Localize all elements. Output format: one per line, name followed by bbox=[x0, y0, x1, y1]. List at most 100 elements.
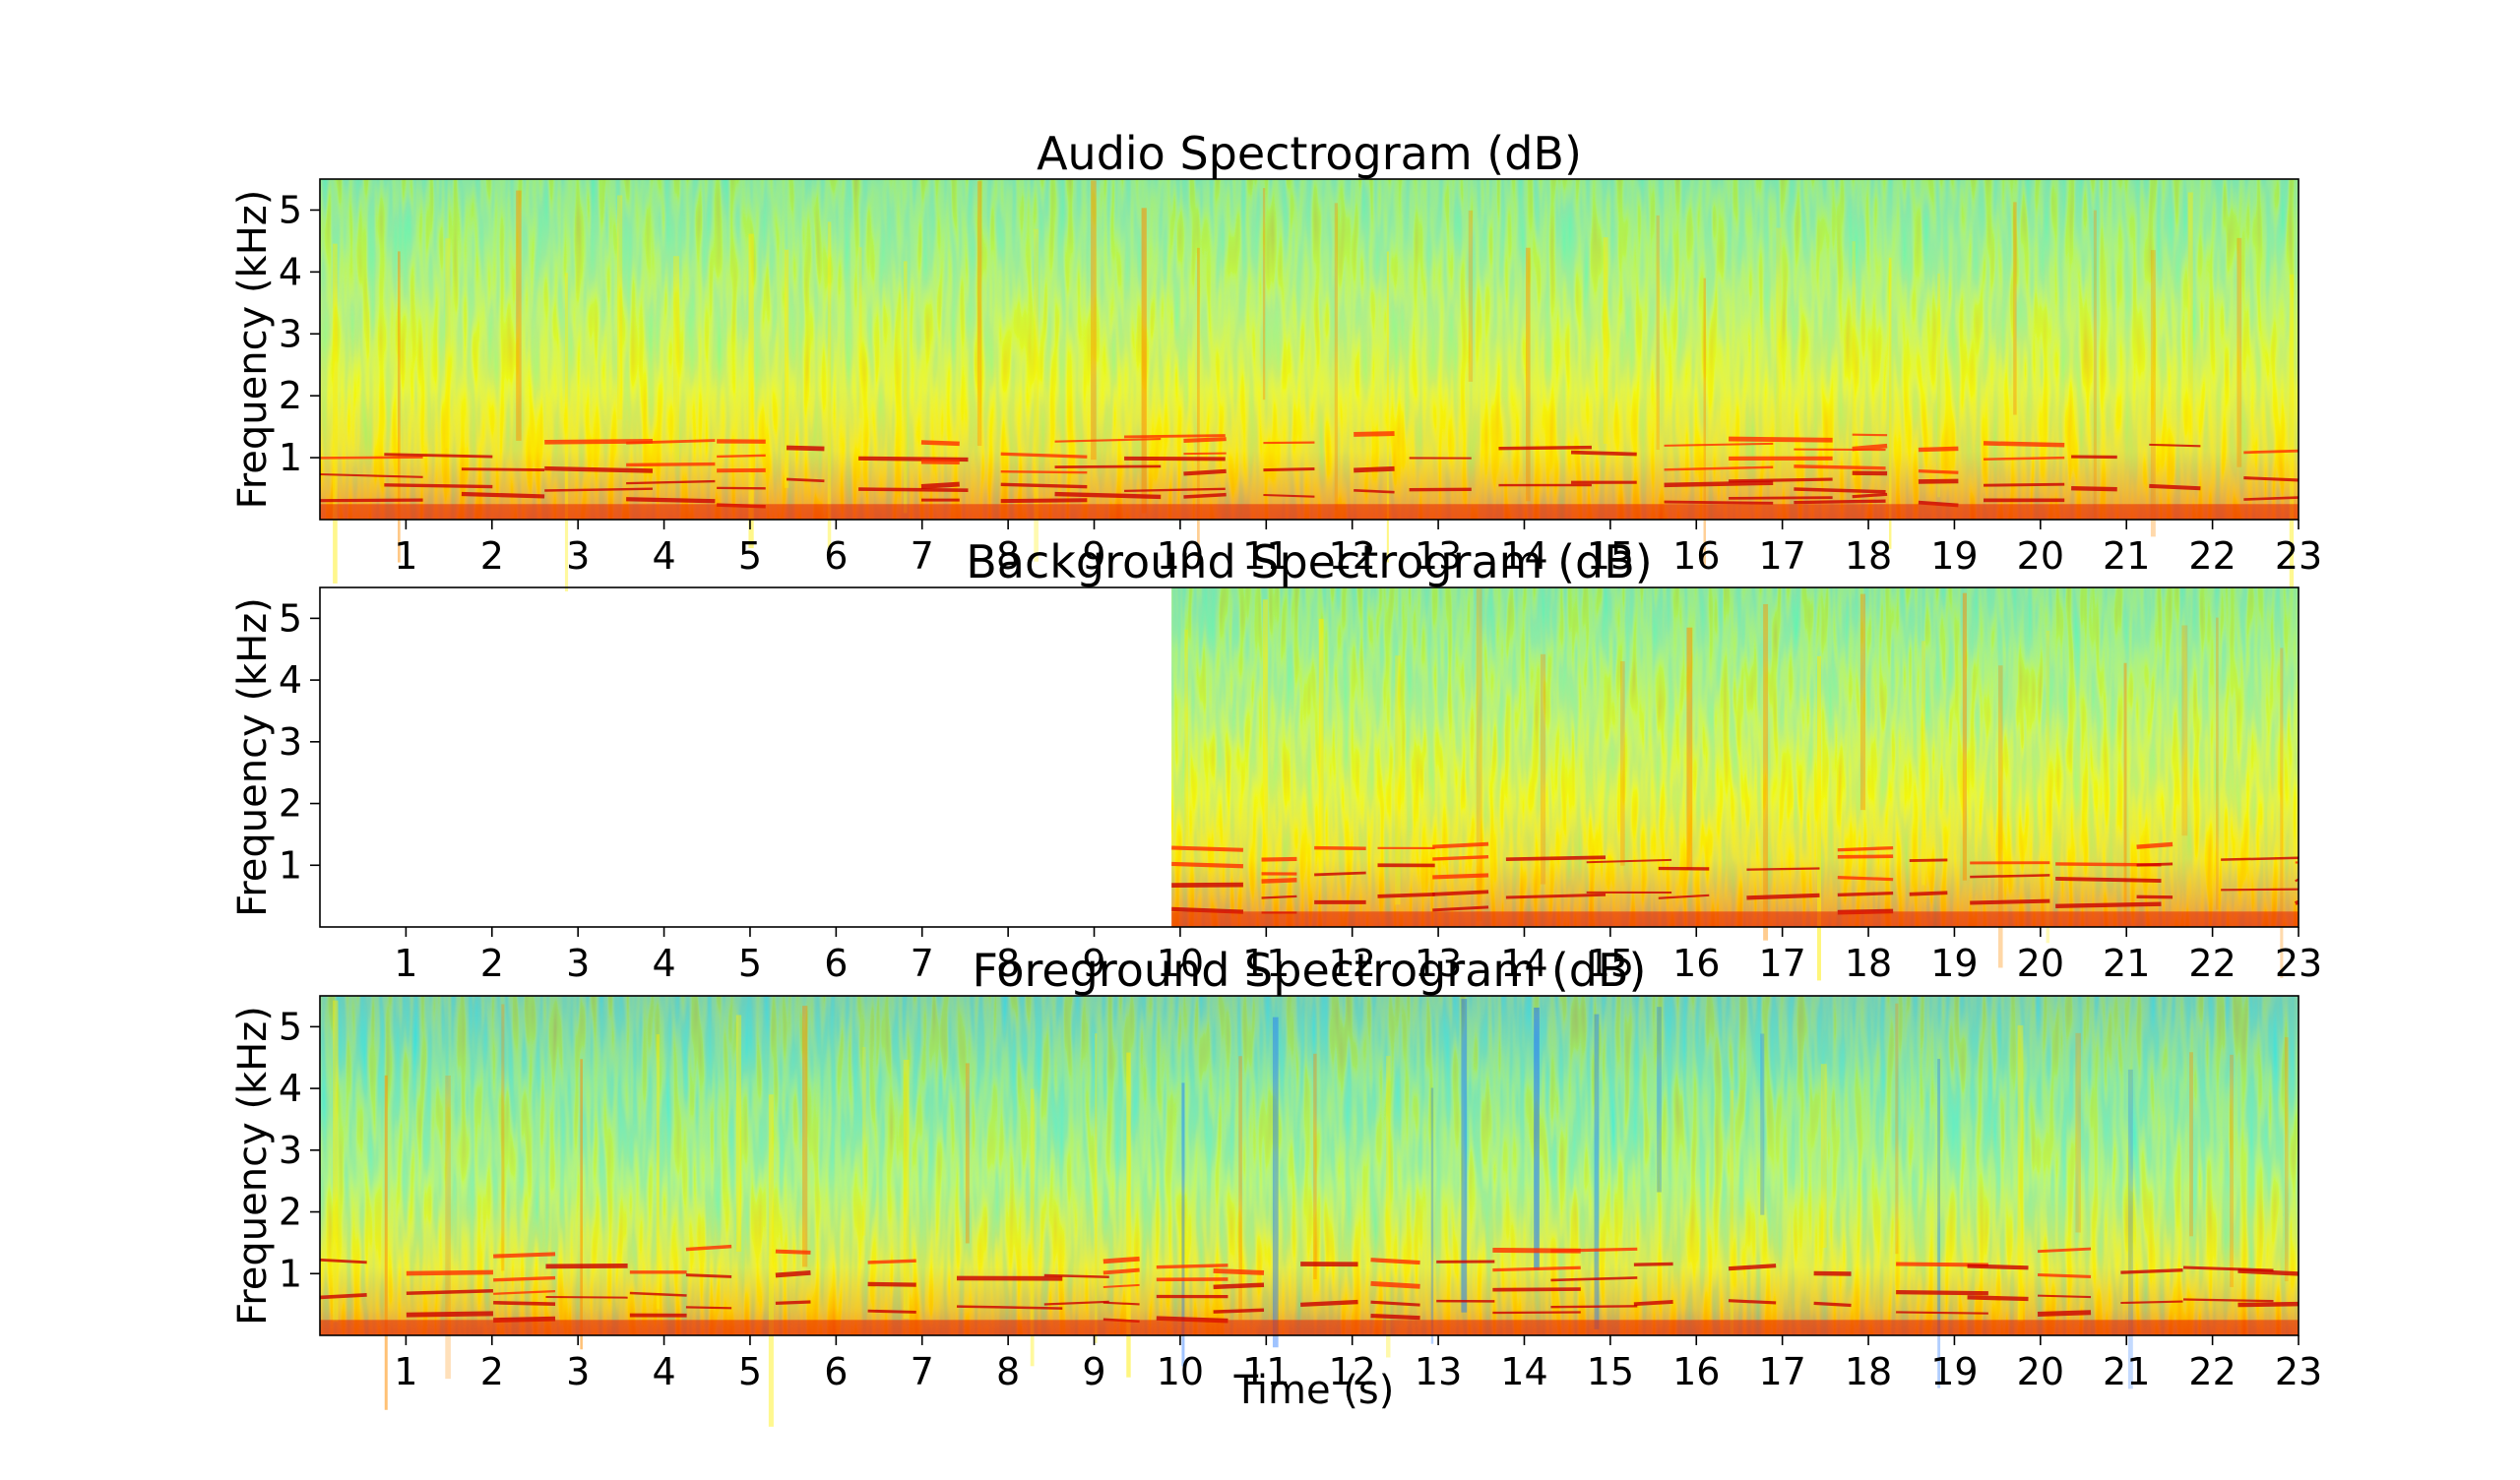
harmonic-band bbox=[1837, 891, 1894, 897]
onset-streak bbox=[1476, 588, 1482, 922]
harmonic-band bbox=[1729, 436, 1833, 443]
harmonic-band bbox=[2136, 862, 2174, 867]
harmonic-band bbox=[626, 462, 716, 467]
onset-streak bbox=[1686, 627, 1693, 871]
harmonic-band bbox=[1729, 496, 1833, 500]
x-tick-label: 15 bbox=[1587, 1350, 1634, 1393]
harmonic-band bbox=[2055, 901, 2162, 908]
harmonic-band bbox=[626, 439, 716, 445]
onset-streak bbox=[397, 251, 401, 563]
x-tick-label: 19 bbox=[1930, 942, 1978, 985]
harmonic-band bbox=[1492, 1311, 1581, 1315]
onset-streak bbox=[1318, 618, 1324, 874]
harmonic-band bbox=[1102, 1283, 1140, 1289]
harmonic-band bbox=[1370, 1258, 1420, 1265]
harmonic-band bbox=[2120, 1268, 2183, 1274]
x-tick-label: 22 bbox=[2188, 1350, 2236, 1393]
y-tick-label: 2 bbox=[279, 1191, 302, 1234]
harmonic-band bbox=[545, 1295, 628, 1299]
x-tick-label: 10 bbox=[1157, 534, 1204, 578]
x-tick-label: 3 bbox=[566, 942, 590, 985]
x-tick-label: 10 bbox=[1157, 942, 1204, 985]
x-tick-label: 11 bbox=[1242, 942, 1290, 985]
x-tick-label: 20 bbox=[2017, 534, 2064, 578]
y-tick-label: 2 bbox=[279, 374, 302, 417]
harmonic-band bbox=[1970, 898, 2050, 905]
y-axis-label: Frequency (kHz) bbox=[230, 190, 276, 510]
x-tick-label: 9 bbox=[1082, 1350, 1105, 1393]
harmonic-band bbox=[775, 1249, 811, 1255]
x-tick-label: 22 bbox=[2188, 534, 2236, 578]
harmonic-band bbox=[1054, 438, 1162, 443]
harmonic-band bbox=[493, 1290, 556, 1295]
onset-streak bbox=[827, 221, 832, 553]
harmonic-band bbox=[1183, 468, 1227, 476]
harmonic-band bbox=[2182, 1298, 2274, 1303]
harmonic-band bbox=[384, 483, 493, 489]
y-tick-label: 5 bbox=[279, 1005, 302, 1048]
x-tick-label: 4 bbox=[652, 1350, 675, 1393]
spectrogram-image bbox=[1171, 587, 2300, 981]
harmonic-band bbox=[1000, 482, 1088, 489]
harmonic-band bbox=[1837, 854, 1894, 859]
x-tick-label: 15 bbox=[1587, 534, 1634, 578]
harmonic-band bbox=[1837, 876, 1894, 882]
spectrogram-panel-3: Foreground Spectrogram (dB) Frequency (kH… bbox=[230, 944, 2322, 1427]
harmonic-band bbox=[2055, 877, 2162, 883]
x-tick-label: 21 bbox=[2103, 534, 2150, 578]
onset-streak bbox=[802, 1006, 808, 1267]
harmonic-band bbox=[319, 1293, 367, 1300]
onset-streak bbox=[2181, 625, 2188, 836]
x-tick-label: 13 bbox=[1415, 1350, 1462, 1393]
onset-streak bbox=[656, 1034, 661, 1310]
harmonic-band bbox=[1000, 498, 1088, 504]
onset-streak bbox=[1603, 237, 1608, 444]
harmonic-band bbox=[1183, 492, 1227, 499]
y-tick-label: 1 bbox=[279, 843, 302, 887]
onset-streak bbox=[2187, 192, 2193, 447]
x-tick-label: 12 bbox=[1329, 1350, 1376, 1393]
harmonic-band bbox=[1967, 1264, 2029, 1270]
harmonic-band bbox=[1054, 464, 1162, 468]
harmonic-band bbox=[2237, 1301, 2300, 1308]
harmonic-band bbox=[1570, 450, 1637, 457]
harmonic-band bbox=[1505, 893, 1606, 899]
harmonic-band bbox=[1983, 441, 2065, 448]
y-tick-label: 4 bbox=[279, 658, 302, 702]
x-tick-label: 12 bbox=[1329, 534, 1376, 578]
harmonic-band bbox=[1000, 470, 1088, 474]
y-tick-label: 4 bbox=[279, 250, 302, 293]
harmonic-band bbox=[1171, 906, 1244, 914]
panel-title: Foreground Spectrogram (dB) bbox=[973, 944, 1647, 997]
x-tick-label: 5 bbox=[738, 1350, 762, 1393]
harmonic-band bbox=[775, 1269, 811, 1278]
onset-streak bbox=[1262, 188, 1266, 401]
y-tick-label: 3 bbox=[279, 1129, 302, 1172]
onset-streak bbox=[858, 247, 862, 419]
onset-streak bbox=[580, 1059, 583, 1350]
x-tick-label: 6 bbox=[824, 942, 848, 985]
harmonic-band bbox=[867, 1259, 916, 1264]
low-freq-floor bbox=[1171, 911, 2299, 927]
harmonic-band bbox=[406, 1288, 494, 1296]
onset-streak bbox=[501, 1004, 505, 1271]
onset-streak bbox=[445, 1076, 451, 1380]
onset-streak bbox=[1540, 653, 1546, 885]
harmonic-band bbox=[1918, 446, 1959, 453]
onset-streak bbox=[2013, 202, 2017, 415]
onset-streak bbox=[516, 190, 522, 441]
onset-streak bbox=[1895, 1003, 1899, 1255]
harmonic-band bbox=[1746, 893, 1820, 900]
harmonic-band bbox=[1370, 1300, 1420, 1307]
onset-streak bbox=[1937, 1059, 1941, 1388]
x-tick-label: 1 bbox=[394, 1350, 417, 1393]
spectrogram-panel-1: Audio Spectrogram (dB)Frequency (kHz)1 2 3… bbox=[230, 127, 2322, 603]
x-tick-label: 5 bbox=[738, 942, 762, 985]
harmonic-band bbox=[384, 453, 493, 459]
x-tick-label: 21 bbox=[2103, 1350, 2150, 1393]
spectrogram-texture bbox=[320, 996, 2299, 1335]
onset-streak bbox=[1181, 1082, 1185, 1367]
y-tick-label: 4 bbox=[279, 1067, 302, 1110]
x-tick-label: 17 bbox=[1758, 534, 1805, 578]
harmonic-band bbox=[2243, 449, 2300, 455]
